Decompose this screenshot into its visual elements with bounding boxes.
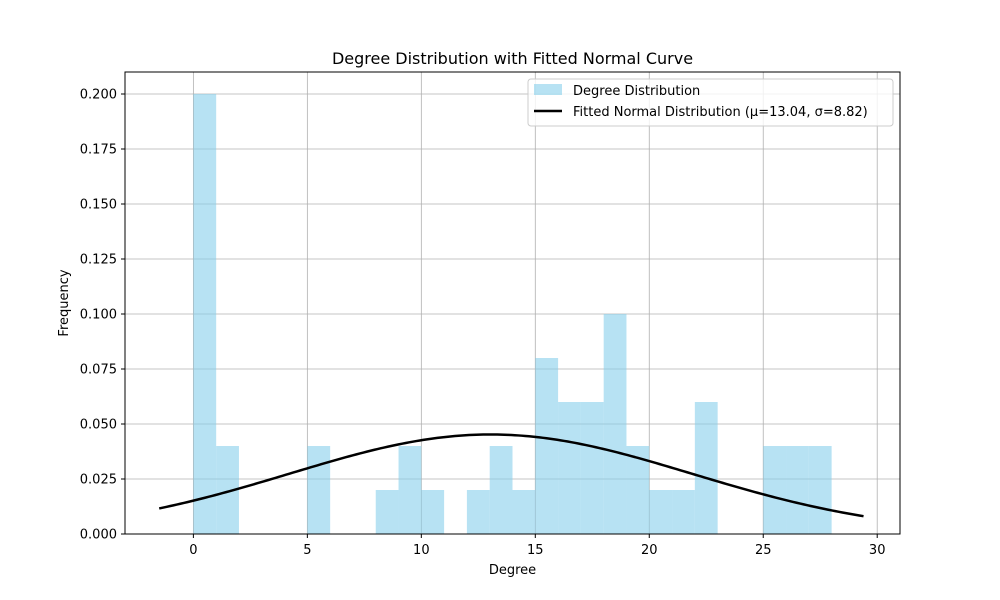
histogram-bar (580, 402, 604, 534)
y-axis-label: Frequency (57, 269, 72, 336)
histogram-bar (489, 446, 513, 534)
y-tick-label: 0.200 (80, 88, 117, 103)
histogram-bar (694, 402, 718, 534)
histogram-bar (808, 446, 832, 534)
legend-swatch-histogram (534, 84, 562, 95)
histogram-bars (193, 94, 832, 534)
x-axis-label: Degree (489, 563, 536, 578)
legend-box (527, 78, 894, 127)
y-tick-label: 0.175 (80, 143, 117, 158)
histogram-bar (626, 446, 650, 534)
plot-frame (124, 71, 901, 535)
chart-title: Degree Distribution with Fitted Normal C… (332, 49, 693, 68)
y-tick-label: 0.100 (80, 308, 117, 323)
histogram-bar (535, 358, 559, 534)
fitted-curve-layer (158, 433, 864, 518)
y-tick-label: 0.050 (80, 418, 117, 433)
histogram-bar (558, 402, 581, 534)
histogram-bar (398, 446, 422, 534)
y-tick-label: 0.125 (80, 253, 117, 268)
histogram-bar (603, 314, 627, 534)
fitted-normal-curve (158, 433, 864, 518)
x-tick-label: 30 (869, 543, 886, 558)
histogram-bar (466, 490, 490, 534)
axis-ticks: 0 5 10 15 20 25 30 0.000 0.025 0.050 0.075 0.100 0.1… (80, 88, 886, 559)
histogram-bar (421, 490, 445, 534)
x-tick-label: 25 (755, 543, 772, 558)
y-tick-label: 0.075 (80, 363, 117, 378)
histogram-bar (763, 446, 787, 534)
histogram-bar (672, 490, 695, 534)
histogram-bar (649, 490, 673, 534)
y-tick-label: 0.150 (80, 198, 117, 213)
x-tick-label: 10 (413, 543, 430, 558)
x-tick-label: 0 (189, 543, 197, 558)
histogram-bar (375, 490, 399, 534)
y-tick-label: 0.025 (80, 473, 117, 488)
histogram-bar (786, 446, 809, 534)
legend-label-curve: Fitted Normal Distribution (μ=13.04, σ=8… (573, 105, 868, 120)
legend-label-histogram: Degree Distribution (573, 84, 700, 99)
histogram-bar (193, 94, 217, 534)
histogram-bar (307, 446, 331, 534)
legend: Degree Distribution Fitted Normal Distri… (527, 78, 894, 127)
x-tick-label: 5 (303, 543, 311, 558)
x-tick-label: 15 (527, 543, 544, 558)
histogram-bar (512, 490, 536, 534)
x-tick-label: 20 (641, 543, 658, 558)
histogram-bar (216, 446, 239, 534)
y-tick-label: 0.000 (80, 528, 117, 543)
